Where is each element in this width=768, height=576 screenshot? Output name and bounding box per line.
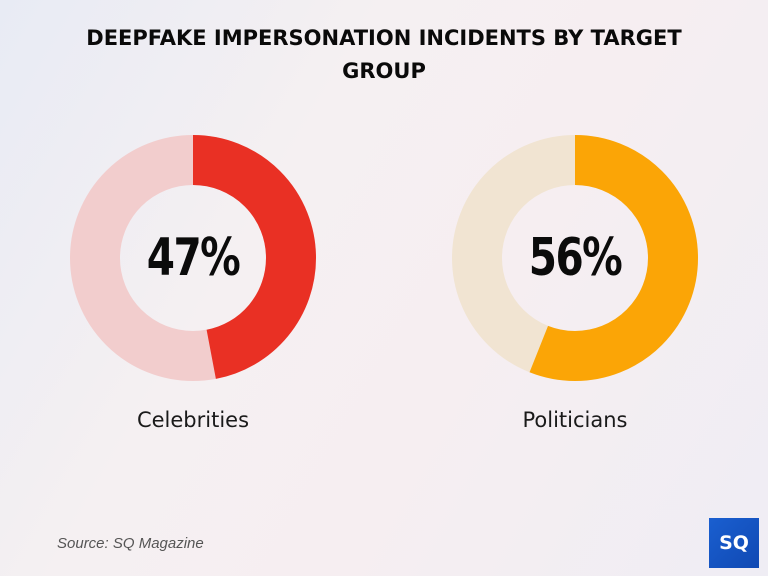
chart-title-line-2: GROUP [342, 59, 426, 83]
donut-value-arc [70, 135, 316, 381]
donut-ring [70, 135, 316, 381]
sq-logo-text: SQ [719, 532, 749, 554]
donut-ring [452, 135, 698, 381]
donut-label-celebrities: Celebrities [136, 408, 250, 432]
source-caption: Source: SQ Magazine [57, 535, 204, 552]
chart-title-line-1: DEEPFAKE IMPERSONATION INCIDENTS BY TARG… [86, 26, 682, 50]
donut-chart-politicians: 56% [452, 135, 698, 381]
sq-logo: SQ [709, 518, 759, 568]
chart-title: DEEPFAKE IMPERSONATION INCIDENTS BY TARG… [0, 22, 768, 88]
donut-chart-celebrities: 47% [70, 135, 316, 381]
donut-value-arc [452, 135, 698, 381]
donut-percentage: 47% [146, 228, 241, 288]
donut-label-politicians: Politicians [522, 408, 628, 432]
donut-percentage: 56% [528, 228, 623, 288]
